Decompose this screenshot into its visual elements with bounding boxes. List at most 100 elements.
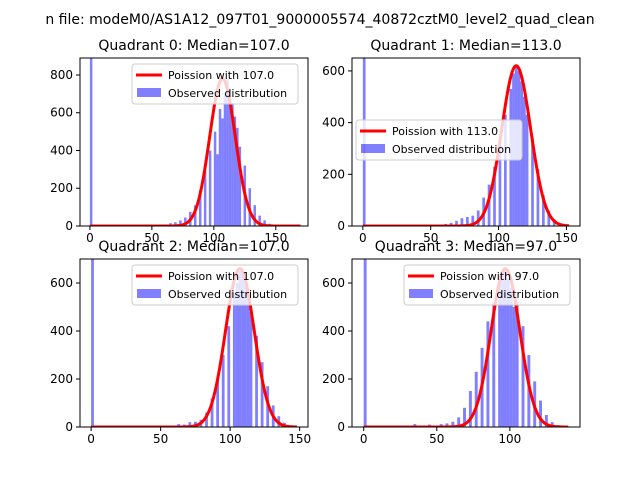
histogram-bar (468, 391, 472, 427)
histogram-bar (531, 138, 534, 226)
axes-frame (351, 258, 581, 428)
histogram-bar (236, 127, 239, 226)
y-tick-label: 200 (50, 372, 73, 386)
panel-title: Quadrant 0: Median=107.0 (98, 38, 289, 54)
legend-histogram-swatch (137, 289, 161, 298)
axes-frame (79, 258, 309, 428)
legend-histogram-swatch (409, 289, 433, 298)
histogram-bar (525, 114, 529, 226)
histogram-bar (539, 400, 542, 427)
x-tick-label: 50 (153, 432, 168, 446)
plot-area-0 (89, 58, 302, 226)
poisson-curve (89, 77, 302, 226)
x-tick-label: 100 (498, 432, 521, 446)
y-tick-label: 600 (50, 276, 73, 290)
histogram-bar (258, 215, 261, 226)
axes-frame (79, 57, 309, 227)
histogram-bar (218, 108, 222, 226)
y-tick-label: 0 (337, 420, 345, 434)
y-tick-label: 200 (322, 372, 345, 386)
histogram-bar (184, 217, 187, 226)
histogram-bar (232, 292, 236, 427)
histogram-bar (486, 321, 490, 427)
histogram-bar (466, 216, 469, 226)
histogram-bar (457, 417, 461, 427)
legend-histogram-swatch (361, 144, 385, 153)
histogram-bar (492, 302, 496, 427)
legend-histogram-label: Observed distribution (168, 87, 287, 100)
x-tick-label: 50 (429, 432, 444, 446)
y-tick-label: 200 (322, 167, 345, 181)
panel-title: Quadrant 1: Median=113.0 (370, 38, 561, 54)
histogram-bar (498, 283, 502, 427)
y-tick-label: 600 (50, 106, 73, 120)
x-tick-label: 0 (86, 231, 94, 245)
histogram-bar (449, 222, 453, 226)
legend-histogram-swatch (137, 88, 161, 97)
y-tick-label: 0 (65, 219, 73, 233)
histogram-bar (504, 268, 507, 427)
histogram-bar (487, 184, 491, 226)
histogram-bar (498, 140, 502, 226)
panel-2: 0 50 100 150 0 200 400 600 Quadrant 2: Median=10… (50, 239, 311, 446)
histogram-bar (253, 205, 256, 226)
x-tick-label: 0 (359, 231, 367, 245)
histogram-bar (255, 335, 258, 427)
y-tick-label: 800 (50, 68, 73, 82)
x-tick-label: 100 (219, 432, 242, 446)
histogram-bar (205, 412, 208, 427)
histogram-bar (241, 273, 245, 427)
histogram-bar (249, 311, 253, 427)
histogram-bar (216, 379, 220, 427)
legend-box (355, 119, 523, 161)
axes-frame (351, 57, 581, 227)
histogram-bar (547, 210, 551, 226)
panel-1: 0 50 100 150 0 200 400 600 Quadrant 1: Median=11… (322, 38, 581, 245)
plot-area-3 (362, 259, 570, 427)
histogram-bar (223, 93, 227, 226)
histogram-bar (238, 146, 242, 226)
histogram-bar (542, 194, 545, 226)
histogram-bar (504, 114, 507, 226)
histogram-bar (474, 371, 478, 427)
histogram-bar (216, 154, 219, 226)
y-tick-label: 400 (322, 116, 345, 130)
legend-poisson-label: Poission with 107.0 (168, 69, 274, 82)
histogram-bar (476, 210, 480, 226)
figure-title: n file: modeM0/AS1A12_097T01_9000005574_… (45, 12, 594, 28)
histogram-bar (194, 205, 197, 226)
histogram-bar (544, 415, 548, 427)
x-tick-label: 100 (202, 231, 225, 245)
legend-poisson-label: Poission with 97.0 (440, 270, 539, 283)
panel-title: Quadrant 2: Median=107.0 (98, 239, 289, 255)
histogram-bar (455, 220, 458, 226)
histogram-bar (198, 190, 202, 226)
legend-box (403, 264, 571, 306)
histogram-bar (226, 78, 229, 226)
histogram-bar (263, 220, 266, 226)
histogram-bar (213, 131, 217, 226)
x-tick-label: 150 (264, 231, 287, 245)
legend-poisson-label: Poission with 107.0 (168, 270, 274, 283)
x-tick-label: 100 (487, 231, 510, 245)
histogram-bar (89, 58, 93, 226)
histogram-bar (91, 259, 94, 427)
histogram-bar (179, 220, 182, 226)
panel-title: Quadrant 3: Median=97.0 (375, 239, 557, 255)
histogram-bar (506, 278, 510, 427)
poisson-curve (362, 267, 570, 427)
x-tick-label: 50 (144, 231, 159, 245)
histogram-bar (174, 222, 177, 226)
legend-histogram-label: Observed distribution (168, 288, 287, 301)
x-tick-label: 150 (288, 432, 311, 446)
histogram-bar (244, 283, 247, 427)
histogram-bar (493, 166, 496, 226)
legend-histogram-label: Observed distribution (392, 143, 511, 156)
histogram-bar (460, 218, 464, 226)
histogram-bar (463, 407, 466, 427)
x-tick-label: 150 (555, 231, 578, 245)
histogram-bar (208, 150, 212, 226)
histogram-bar (188, 422, 192, 427)
histogram-bar (238, 271, 242, 427)
